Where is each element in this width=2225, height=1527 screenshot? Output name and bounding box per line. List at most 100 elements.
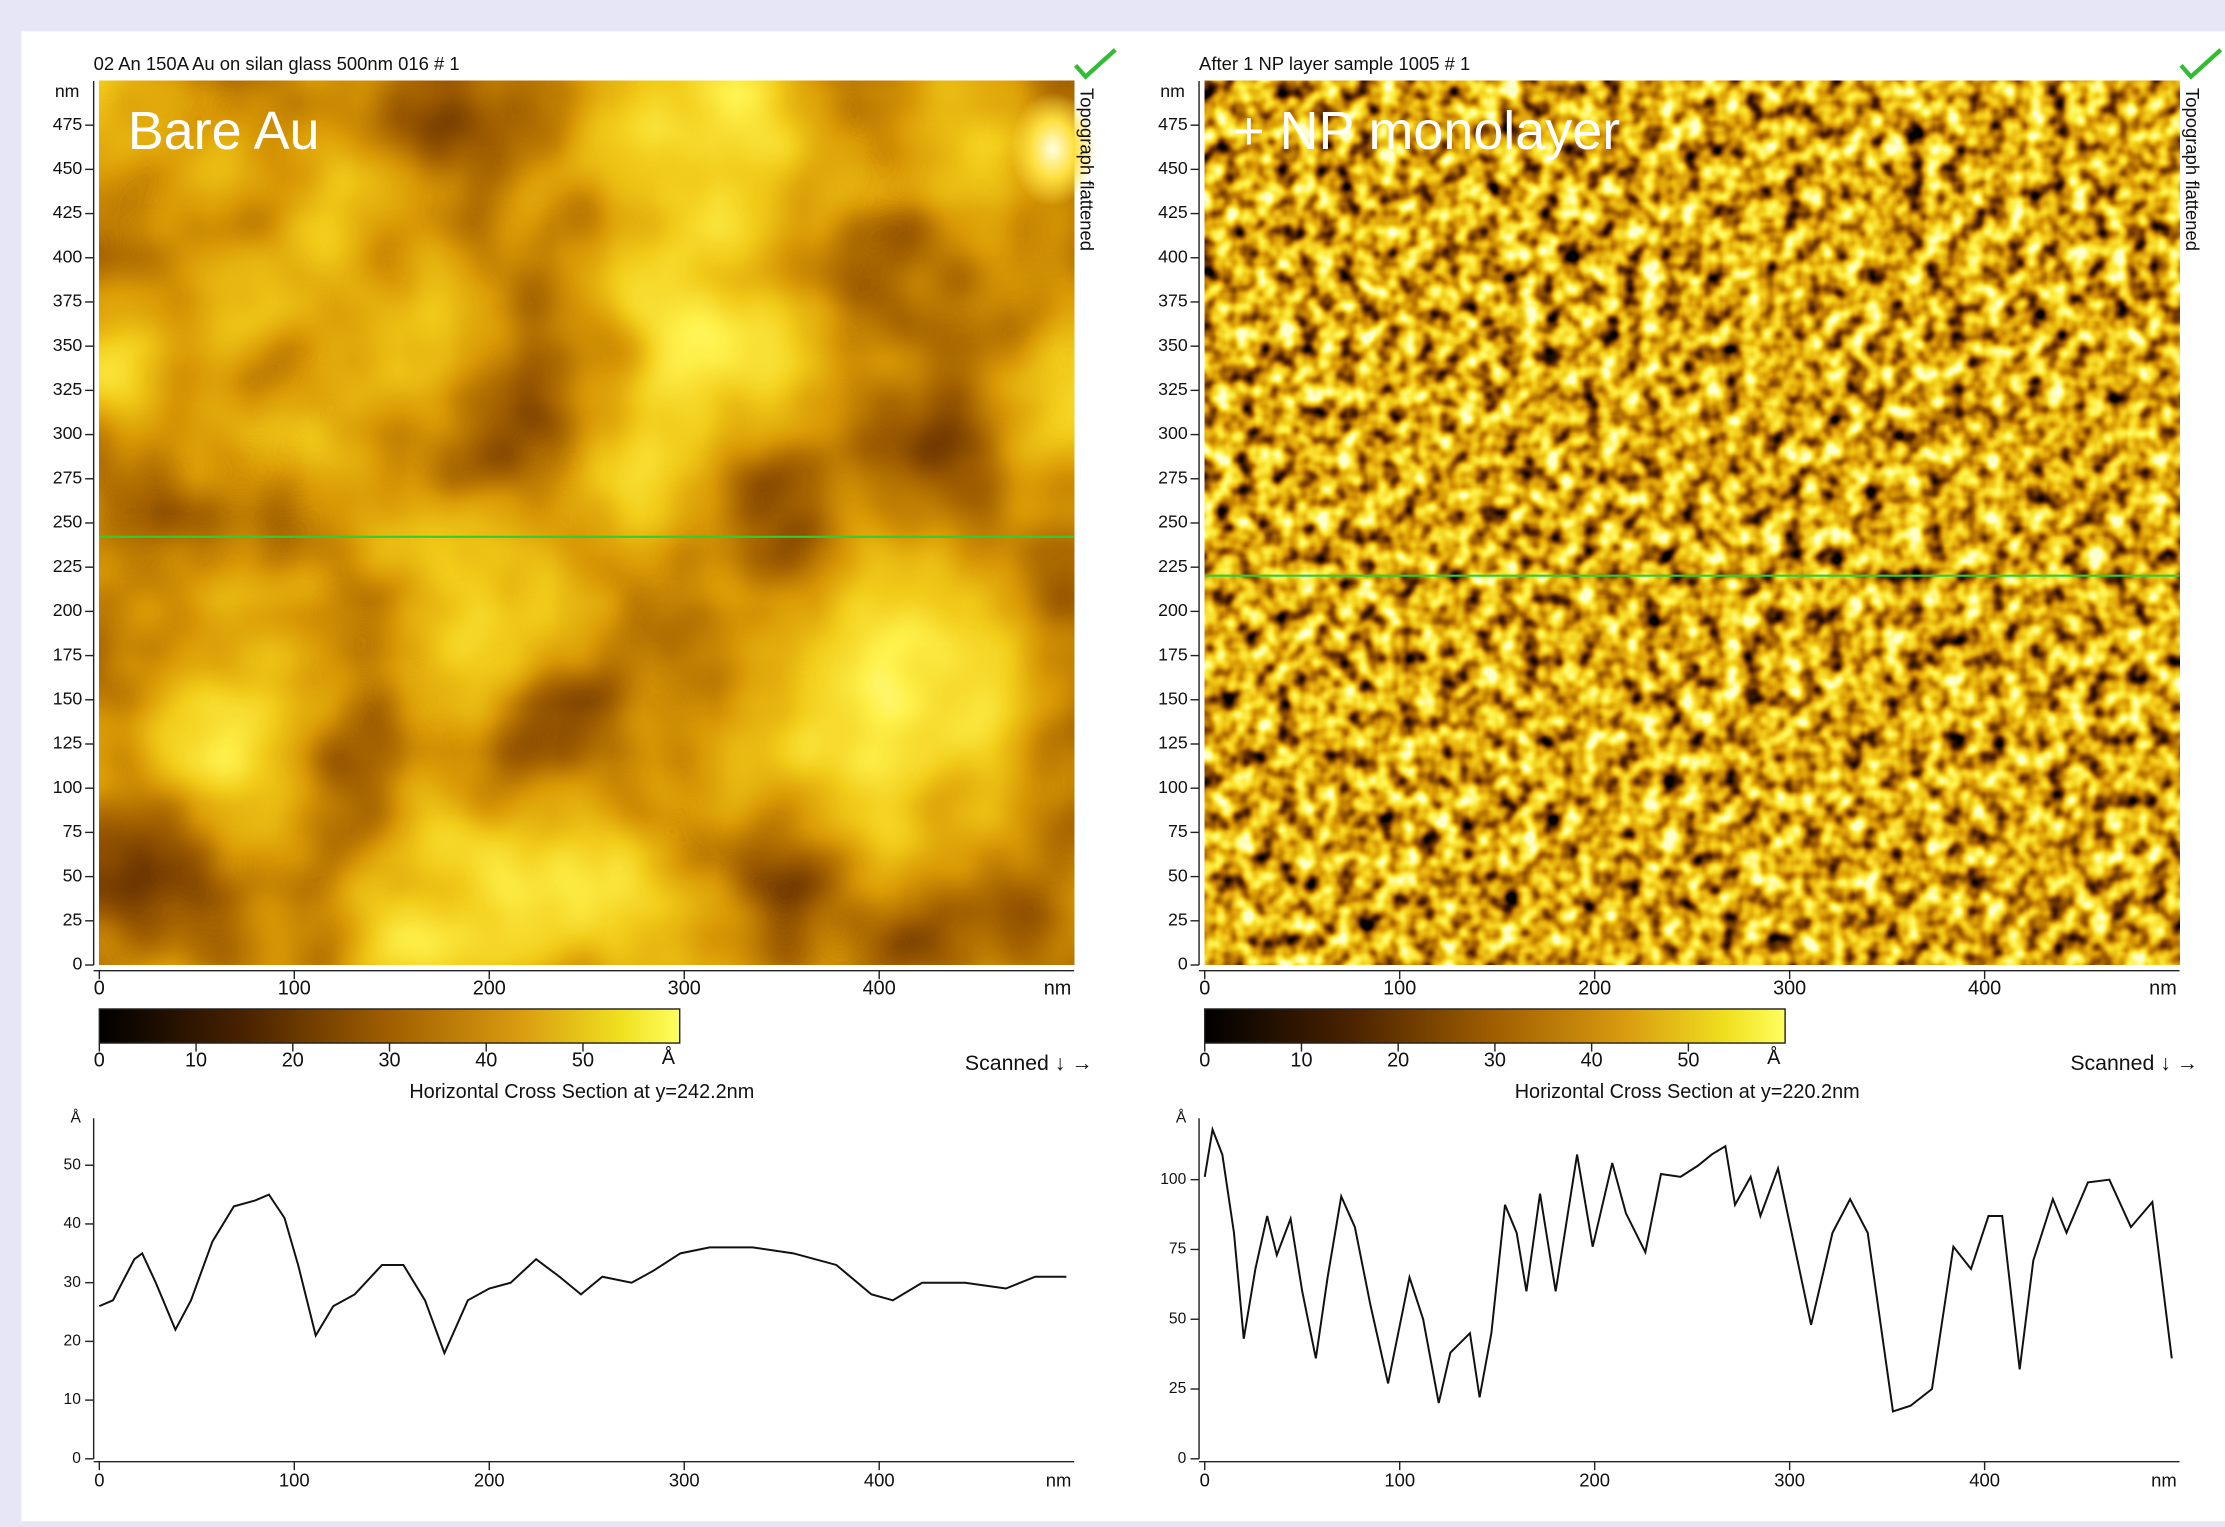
- y-tick-label: 75: [1168, 821, 1188, 841]
- x-tick-label: 200: [474, 1469, 505, 1490]
- y-tick-label: 400: [53, 246, 83, 266]
- x-unit: nm: [1044, 977, 1072, 999]
- x-tick-label: 0: [94, 1469, 104, 1490]
- y-tick-label: 25: [1168, 909, 1188, 929]
- y-tick-label: 425: [53, 202, 83, 222]
- afm-image: [99, 80, 1075, 965]
- y-tick-label: 375: [53, 291, 83, 311]
- colorbar-tick-label: 20: [282, 1050, 304, 1072]
- colorbar-tick-label: 30: [1484, 1050, 1506, 1072]
- y-tick-label: 20: [64, 1333, 82, 1350]
- y-tick-label: 25: [63, 909, 83, 929]
- panel-title: 02 An 150A Au on silan glass 500nm 016 #…: [94, 53, 460, 74]
- x-tick-label: 300: [1773, 977, 1806, 999]
- colorbar: [1204, 1008, 1786, 1044]
- scan-label: Scanned ↓ →: [2070, 1051, 2198, 1075]
- colorbar: [98, 1008, 681, 1044]
- scan-label: Scanned ↓ →: [965, 1051, 1093, 1075]
- y-tick-label: 175: [1158, 644, 1188, 664]
- y-tick-label: 200: [53, 600, 83, 620]
- x-unit: nm: [1046, 1469, 1072, 1490]
- y-tick-label: 475: [53, 114, 83, 134]
- y-tick-label: 300: [53, 423, 83, 443]
- colorbar-tick-label: 0: [94, 1050, 105, 1072]
- y-tick-label: 275: [1158, 467, 1188, 487]
- y-tick-label: 75: [63, 821, 83, 841]
- y-tick-label: 40: [64, 1215, 82, 1232]
- y-tick-label: 75: [1169, 1241, 1187, 1258]
- panel-title: After 1 NP layer sample 1005 # 1: [1199, 53, 1470, 74]
- colorbar-tick-label: 20: [1387, 1050, 1409, 1072]
- side-label: Topograph flattened: [1077, 88, 1098, 251]
- colorbar-tick-label: 0: [1199, 1050, 1210, 1072]
- y-tick-label: 25: [1169, 1380, 1187, 1397]
- y-tick-label: 125: [53, 733, 83, 753]
- y-tick-label: 250: [1158, 512, 1188, 532]
- x-tick-label: 300: [1774, 1469, 1805, 1490]
- x-unit: nm: [2149, 977, 2177, 999]
- y-unit: nm: [55, 81, 80, 101]
- y-unit: nm: [1160, 81, 1185, 101]
- y-tick-label: 10: [64, 1391, 82, 1408]
- x-tick-label: 400: [1968, 977, 2001, 999]
- y-tick-label: 0: [1178, 954, 1188, 974]
- y-tick-label: 200: [1158, 600, 1188, 620]
- y-tick-label: 400: [1158, 246, 1188, 266]
- colorbar-tick-label: 10: [185, 1050, 207, 1072]
- x-tick-label: 0: [1200, 1469, 1210, 1490]
- annotation: Bare Au: [128, 101, 320, 161]
- y-tick-label: 225: [1158, 556, 1188, 576]
- y-tick-label: 100: [53, 777, 83, 797]
- y-tick-label: 125: [1158, 733, 1188, 753]
- x-tick-label: 400: [863, 977, 896, 999]
- chart-title: Horizontal Cross Section at y=242.2nm: [409, 1081, 754, 1103]
- afm-image: [1204, 80, 2180, 965]
- colorbar-unit: Å: [1767, 1046, 1781, 1069]
- y-tick-label: 350: [1158, 335, 1188, 355]
- y-tick-label: 100: [1158, 777, 1188, 797]
- x-tick-label: 100: [1384, 1469, 1415, 1490]
- y-tick-label: 300: [1158, 423, 1188, 443]
- x-tick-label: 0: [94, 977, 105, 999]
- profile-line: [98, 1193, 1067, 1356]
- x-tick-label: 0: [1199, 977, 1210, 999]
- y-tick-label: 50: [63, 865, 83, 885]
- y-unit: Å: [1176, 1107, 1187, 1126]
- colorbar-tick-label: 50: [1677, 1050, 1699, 1072]
- x-tick-label: 100: [279, 1469, 310, 1490]
- y-tick-label: 325: [53, 379, 83, 399]
- check-icon: [1074, 48, 1117, 80]
- y-tick-label: 30: [64, 1274, 82, 1291]
- colorbar-tick-label: 10: [1290, 1050, 1312, 1072]
- side-label: Topograph flattened: [2182, 88, 2203, 251]
- y-tick-label: 50: [1169, 1310, 1187, 1327]
- colorbar-tick-label: 50: [572, 1050, 594, 1072]
- y-tick-label: 0: [72, 954, 82, 974]
- bright-spot: [1010, 92, 1096, 206]
- colorbar-tick-label: 40: [1581, 1050, 1603, 1072]
- profile-line: [1203, 1125, 2173, 1413]
- x-tick-label: 100: [1383, 977, 1416, 999]
- y-tick-label: 475: [1158, 114, 1188, 134]
- y-tick-label: 150: [1158, 688, 1188, 708]
- y-tick-label: 450: [53, 158, 83, 178]
- y-tick-label: 100: [1160, 1171, 1186, 1188]
- y-tick-label: 50: [1168, 865, 1188, 885]
- y-tick-label: 0: [1178, 1450, 1187, 1467]
- y-tick-label: 175: [53, 644, 83, 664]
- colorbar-tick-label: 30: [378, 1050, 400, 1072]
- y-tick-label: 50: [64, 1156, 82, 1173]
- x-unit: nm: [2151, 1469, 2177, 1490]
- annotation: + NP monolayer: [1233, 101, 1620, 161]
- colorbar-tick-label: 40: [475, 1050, 497, 1072]
- x-tick-label: 300: [668, 977, 701, 999]
- y-tick-label: 375: [1158, 291, 1188, 311]
- chart-title: Horizontal Cross Section at y=220.2nm: [1515, 1081, 1860, 1103]
- y-unit: Å: [70, 1107, 81, 1126]
- x-tick-label: 400: [864, 1469, 895, 1490]
- y-tick-label: 0: [72, 1450, 81, 1467]
- colorbar-unit: Å: [662, 1046, 676, 1069]
- x-tick-label: 300: [669, 1469, 700, 1490]
